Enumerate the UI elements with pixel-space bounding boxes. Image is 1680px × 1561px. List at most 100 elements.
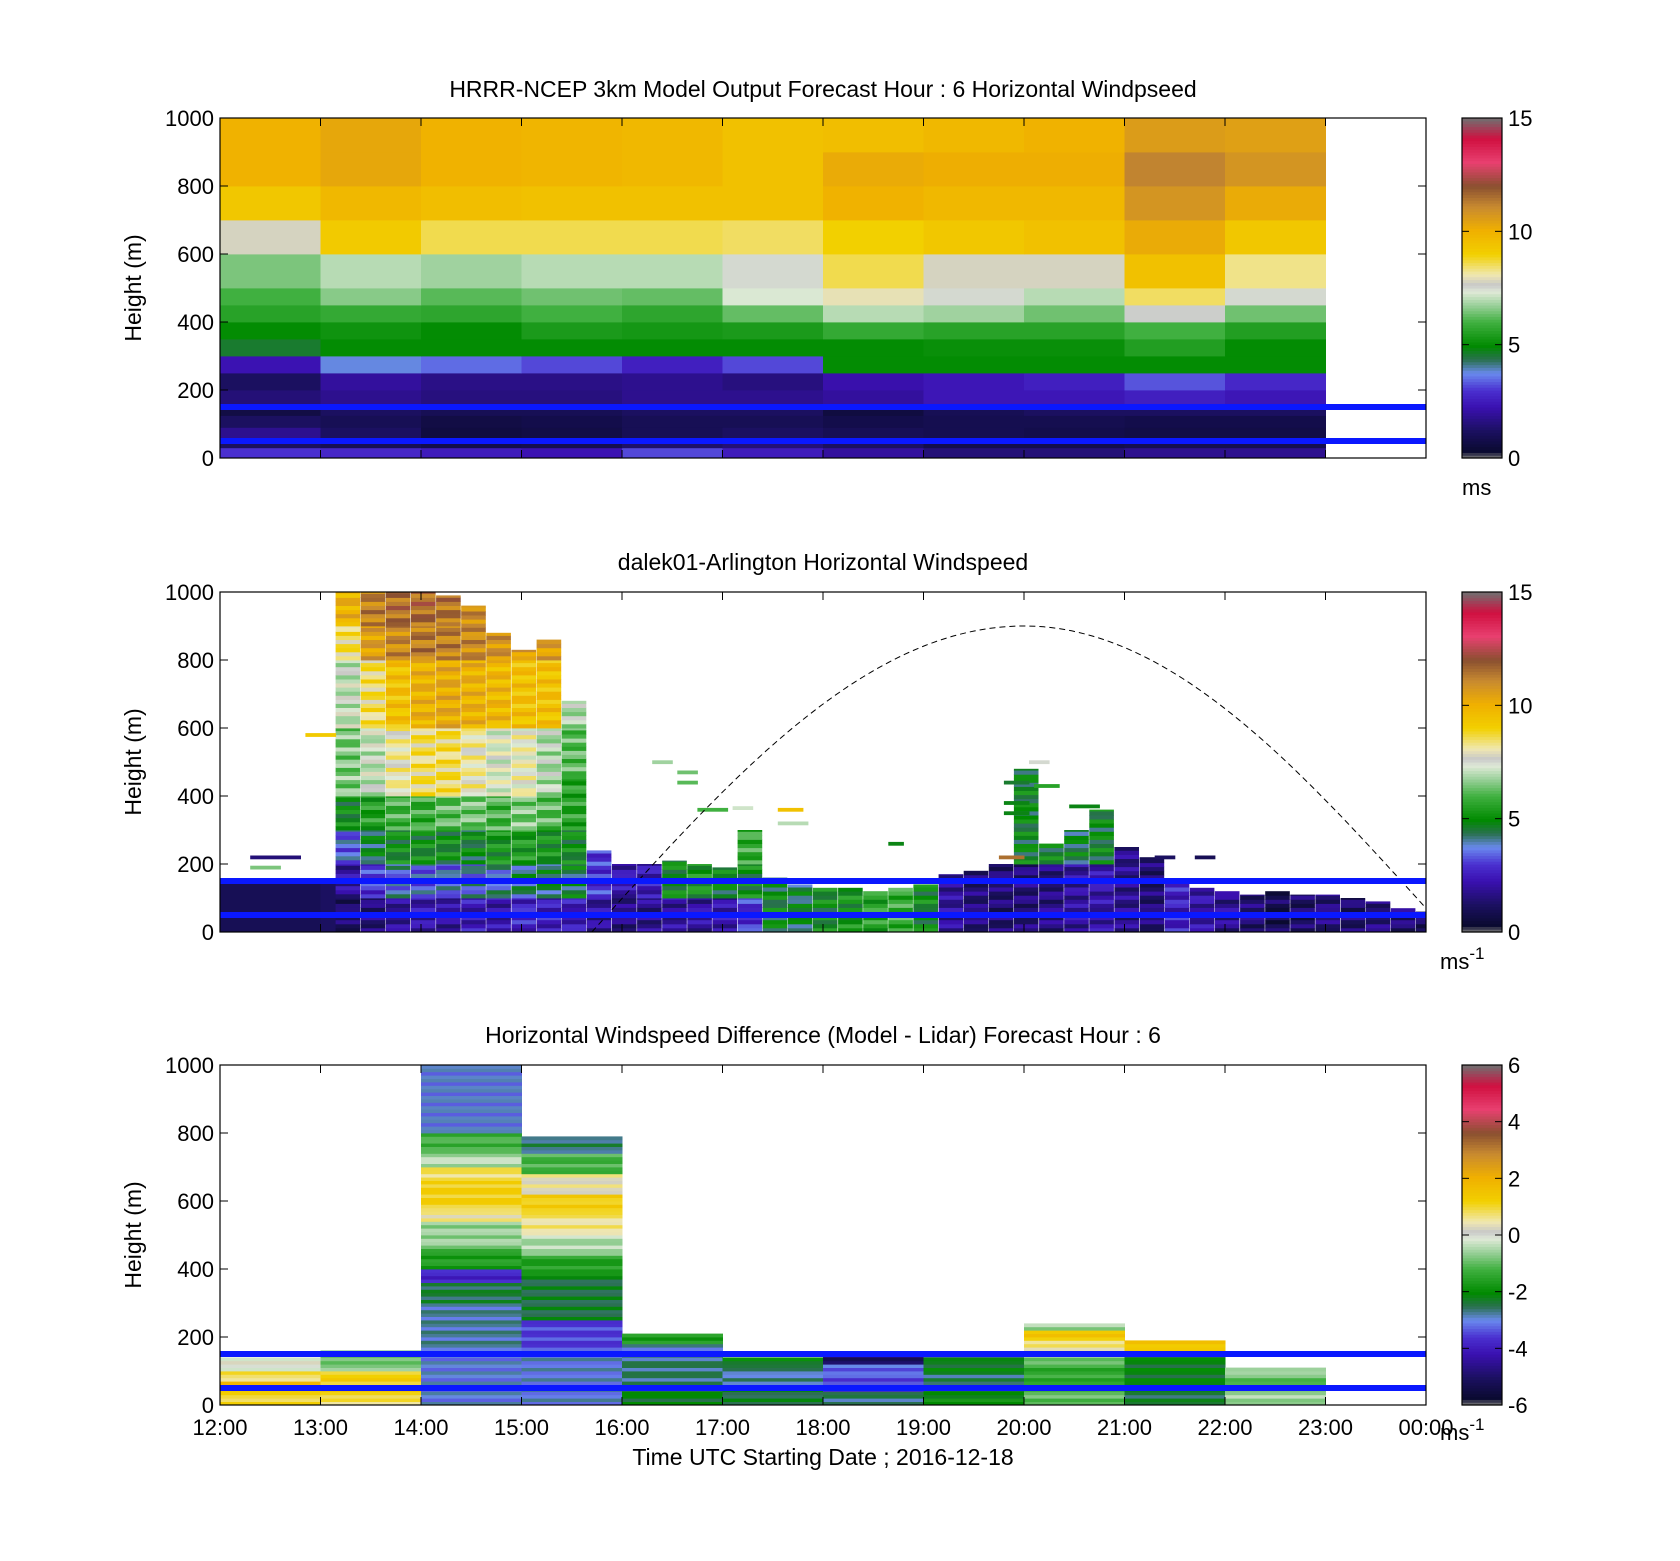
heatmap-cell [220,1357,321,1362]
heatmap-cell [411,809,436,815]
heatmap-cell [787,923,813,929]
heatmap-cell [923,118,1025,153]
heatmap-cell [385,592,411,594]
heatmap-cell [622,447,723,458]
colorbar-swatch [1462,637,1502,641]
heatmap-cell [411,796,436,798]
heatmap-cell [511,767,537,772]
colorbar-swatch [1462,1101,1502,1106]
heatmap-cell [963,899,989,904]
heatmap-cell [622,1343,723,1348]
colorbar-swatch [1462,770,1502,774]
colorbar-swatch [1462,214,1502,218]
heatmap-cell [1225,118,1326,153]
heatmap-cell [320,305,422,323]
heatmap-cell [335,699,361,704]
heatmap-segment [250,865,281,870]
heatmap-cell [561,728,587,731]
heatmap-cell [335,627,361,632]
colorbar-swatch [1462,847,1502,851]
heatmap-cell [360,759,386,764]
heatmap-cell [536,825,562,831]
colorbar-swatch [1462,668,1502,672]
heatmap-cell [561,813,587,819]
heatmap-cell [561,889,587,895]
heatmap-cell [360,899,386,904]
heatmap-cell [1064,923,1089,929]
colorbar-swatch [1462,1067,1502,1072]
heatmap-cell [411,851,436,857]
heatmap-cell [521,356,623,374]
heatmap-cell [712,885,737,891]
heatmap-cell [220,305,321,323]
heatmap-cell [521,1214,623,1219]
heatmap-cell [421,1163,522,1168]
heatmap-cell [988,919,1014,925]
heatmap-cell [411,592,436,594]
heatmap-cell [622,322,723,340]
heatmap-cell [1089,907,1114,912]
y-tick-label: 0 [202,1393,214,1418]
heatmap-cell [622,1398,723,1402]
heatmap-cell [511,855,537,861]
colorbar-swatch [1462,1266,1502,1270]
heatmap-cell [1089,923,1114,929]
heatmap-cell [360,609,386,615]
colorbar-swatch [1462,892,1502,896]
heatmap-cell [521,1282,623,1287]
heatmap-cell [662,865,687,870]
heatmap-cell [536,711,562,717]
colorbar-swatch [1462,1390,1502,1395]
heatmap-segment [777,821,809,826]
heatmap-cell [521,1296,623,1300]
x-axis-model [219,118,1427,458]
heatmap-cell [421,1085,522,1090]
colorbar-swatch [1462,1331,1502,1335]
heatmap-cell [561,899,587,904]
heatmap-cell [421,1150,522,1154]
heatmap-cell [521,305,623,323]
colorbar-swatch [1462,1345,1502,1349]
heatmap-cell [411,759,436,764]
heatmap-segment [888,841,904,846]
colorbar-swatch [1462,1311,1502,1315]
colorbar-swatch [1462,452,1502,456]
heatmap-cell [421,1265,522,1270]
colorbar-tick-label: 2 [1508,1166,1520,1191]
heatmap-cell [687,873,712,878]
heatmap-cell [521,1265,623,1270]
heatmap-cell [385,889,411,895]
heatmap-cell [320,288,422,306]
heatmap-cell [1265,919,1290,925]
heatmap-cell [823,1391,924,1396]
heatmap-cell [436,898,461,900]
heatmap-cell [461,898,486,900]
heatmap-cell [436,759,461,764]
heatmap-cell [421,1197,522,1202]
heatmap-cell [411,747,436,752]
heatmap-cell [1013,895,1039,900]
heatmap-cell [662,898,687,900]
x-tick-label: 15:00 [494,1415,549,1440]
heatmap-cell [360,855,386,861]
heatmap-cell [436,666,461,672]
heatmap-cell [421,1272,522,1277]
heatmap-cell [521,1190,623,1195]
heatmap-cell [511,783,537,789]
heatmap-cell [561,893,587,899]
colorbar-swatch [1462,395,1502,400]
heatmap-cell [385,738,411,744]
heatmap-cell [486,889,511,895]
heatmap-cell [411,597,436,602]
colorbar-swatch [1462,234,1502,238]
heatmap-cell [1089,835,1114,840]
heatmap-cell [561,801,587,806]
heatmap-cell [536,747,562,752]
heatmap-cell [461,730,486,736]
heatmap-cell [1039,903,1064,908]
heatmap-cell [461,639,486,645]
heatmap-cell [923,1394,1025,1399]
heatmap-cell [486,813,511,819]
heatmap-cell [1114,847,1139,851]
